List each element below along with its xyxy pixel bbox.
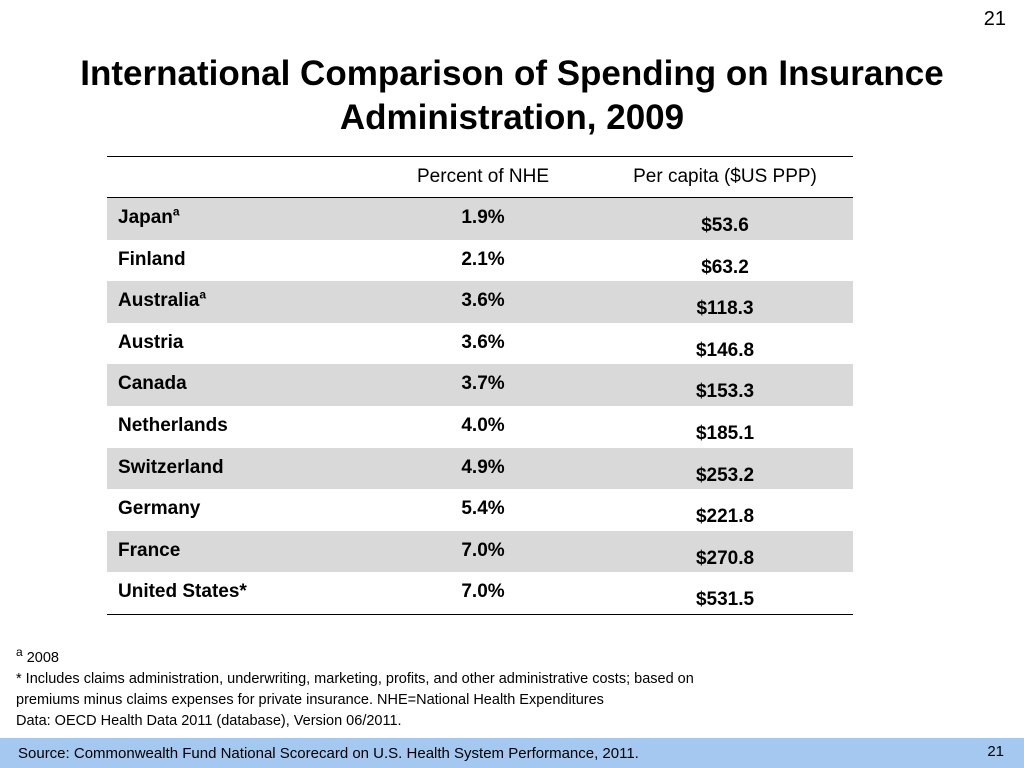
percent-nhe-cell: 1.9% xyxy=(461,207,505,228)
per-capita-cell: $53.6 xyxy=(701,215,749,236)
country-name: Switzerland xyxy=(118,456,224,478)
country-cell: Netherlands xyxy=(107,406,369,448)
footer-page-number: 21 xyxy=(987,743,1004,760)
table-row: Germany 5.4% $221.8 xyxy=(107,489,853,531)
table-row: Canada 3.7% $153.3 xyxy=(107,364,853,406)
footnote-star-line-1: * Includes claims administration, underw… xyxy=(16,671,694,687)
footnote-star-line-2: premiums minus claims expenses for priva… xyxy=(16,692,604,708)
per-capita-cell: $253.2 xyxy=(695,464,755,486)
footnote-a-text: 2008 xyxy=(22,650,59,666)
footnote-a-marker: a xyxy=(16,645,23,660)
country-name: Australia xyxy=(118,290,200,312)
country-name: United States* xyxy=(118,581,247,603)
per-capita-cell: $146.8 xyxy=(695,339,755,361)
table-row: Austria 3.6% $146.8 xyxy=(107,323,853,365)
table-body: Japana 1.9% $53.6 Finland 2.1% $63.2 Australia… xyxy=(107,198,853,614)
country-cell: Canada xyxy=(107,364,369,406)
country-cell: Germany xyxy=(107,489,369,531)
footer-bar: Source: Commonwealth Fund National Score… xyxy=(0,738,1024,768)
country-cell: Switzerland xyxy=(107,448,369,490)
title-line-2: Administration, 2009 xyxy=(339,98,685,137)
table-row: France 7.0% $270.8 xyxy=(107,530,853,573)
per-capita-cell: $63.2 xyxy=(701,256,749,278)
country-name: Netherlands xyxy=(118,414,228,436)
percent-nhe-cell: 7.0% xyxy=(461,581,505,603)
page-number-top: 21 xyxy=(983,8,1006,30)
table-row: Switzerland 4.9% $253.2 xyxy=(107,447,853,490)
per-capita-cell: $531.5 xyxy=(695,589,755,611)
spending-table: Percent of NHE Per capita ($US PPP) Japa… xyxy=(107,156,853,615)
header-per-capita: Per capita ($US PPP) xyxy=(633,166,817,187)
country-cell: United States* xyxy=(107,572,369,614)
percent-nhe-cell: 7.0% xyxy=(461,539,505,561)
footnotes: a 2008 * Includes claims administration,… xyxy=(16,645,836,732)
country-footnote-marker: a xyxy=(199,287,206,302)
table-row: Australiaa 3.6% $118.3 xyxy=(107,281,853,323)
per-capita-cell: $118.3 xyxy=(696,298,754,320)
country-cell: France xyxy=(107,531,369,573)
country-footnote-marker: a xyxy=(172,204,180,219)
country-cell: Japana xyxy=(107,198,369,240)
per-capita-cell: $153.3 xyxy=(695,381,755,403)
country-name: Japan xyxy=(118,207,173,228)
country-name: France xyxy=(118,539,181,561)
percent-nhe-cell: 5.4% xyxy=(461,498,505,520)
percent-nhe-cell: 3.6% xyxy=(461,290,505,312)
country-name: Finland xyxy=(118,248,186,270)
table-header: Percent of NHE Per capita ($US PPP) xyxy=(107,157,853,198)
country-name: Germany xyxy=(118,498,201,520)
table-row: United States* 7.0% $531.5 xyxy=(107,572,853,614)
per-capita-cell: $270.8 xyxy=(695,547,755,569)
page-title: International Comparison of Spending on … xyxy=(0,52,1024,140)
header-percent-nhe: Percent of NHE xyxy=(417,166,549,187)
percent-nhe-cell: 3.7% xyxy=(461,373,505,395)
footnote-a: a 2008 xyxy=(16,645,836,669)
table-row: Japana 1.9% $53.6 xyxy=(107,198,853,240)
country-name: Austria xyxy=(118,331,184,353)
title-line-1: International Comparison of Spending on … xyxy=(80,54,944,93)
table-row: Netherlands 4.0% $185.1 xyxy=(107,406,853,448)
country-name: Canada xyxy=(118,373,187,395)
country-cell: Finland xyxy=(107,240,369,282)
country-cell: Australiaa xyxy=(107,281,369,323)
percent-nhe-cell: 4.9% xyxy=(461,456,505,478)
footer-source: Source: Commonwealth Fund National Score… xyxy=(18,745,639,762)
percent-nhe-cell: 2.1% xyxy=(461,248,505,270)
data-source-note: Data: OECD Health Data 2011 (database), … xyxy=(16,713,402,729)
per-capita-cell: $185.1 xyxy=(695,422,755,444)
percent-nhe-cell: 4.0% xyxy=(461,414,505,436)
per-capita-cell: $221.8 xyxy=(695,506,755,528)
percent-nhe-cell: 3.6% xyxy=(461,331,505,353)
table-row: Finland 2.1% $63.2 xyxy=(107,240,853,282)
country-cell: Austria xyxy=(107,323,369,365)
